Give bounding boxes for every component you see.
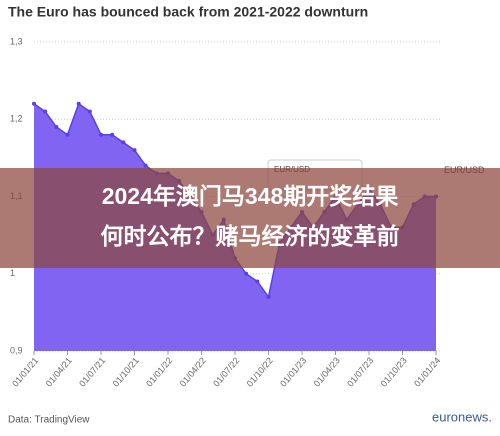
point [54,124,59,129]
x-tick-label: 01/10/21 [111,355,141,388]
x-tick-label: 01/10/23 [379,355,409,388]
y-tick-label: 0,9 [10,345,23,355]
overlay-line: 何时公布？赌马经济的变革前 [101,223,400,249]
point [87,109,92,114]
x-tick-label: 01/07/23 [345,355,375,388]
x-tick-label: 01/01/22 [144,355,174,388]
x-tick-label: 01/04/23 [312,355,342,388]
point [76,101,81,106]
logo: euronews. [432,409,492,424]
x-tick-label: 01/07/21 [77,355,107,388]
point [110,132,115,137]
y-tick-label: 1,3 [10,36,23,46]
overlay-banner [0,168,500,268]
x-tick-label: 01/07/22 [211,355,241,388]
source: Data: TradingView [8,415,90,426]
y-tick-label: 1 [10,268,15,278]
x-tick-label: 01/01/23 [278,355,308,388]
chart-title: The Euro has bounced back from 2021-2022… [8,4,368,20]
point [255,279,260,284]
point [121,140,126,145]
point [132,148,137,153]
area [34,103,436,351]
point [143,163,148,168]
x-tick-label: 01/04/22 [178,355,208,388]
point [32,101,36,106]
point [266,294,271,299]
overlay-line: 2024年澳门马348期开奖结果 [102,183,399,209]
x-tick-label: 01/04/21 [44,355,74,388]
point [99,132,103,137]
point [65,132,70,137]
point [244,271,249,276]
point [43,109,48,114]
x-tick-label: 01/10/22 [245,355,275,388]
x-tick-label: 01/01/21 [10,355,40,388]
y-tick-label: 1,2 [10,114,23,124]
x-tick-label: 01/01/24 [412,355,442,388]
